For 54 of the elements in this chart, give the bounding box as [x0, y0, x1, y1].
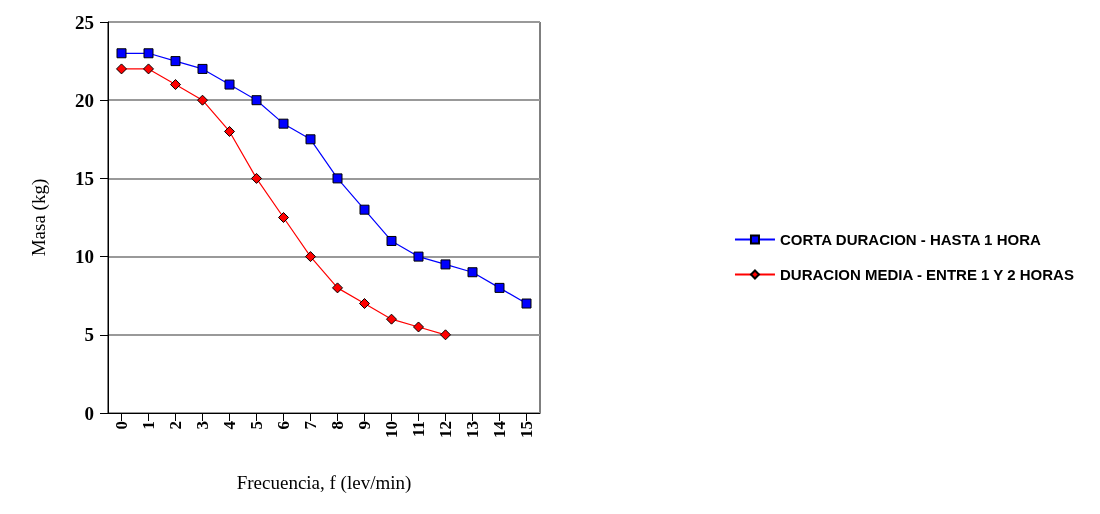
legend-label: CORTA DURACION - HASTA 1 HORA	[779, 231, 1041, 248]
point	[116, 48, 127, 59]
y-tick-label: 5	[84, 324, 94, 346]
point	[197, 94, 208, 106]
x-tick-label: 3	[193, 421, 212, 430]
x-tick-label: 1	[139, 421, 158, 430]
x-tick-label: 7	[301, 420, 320, 430]
point	[224, 125, 235, 137]
x-tick-label: 5	[247, 421, 266, 430]
legend-label: DURACION MEDIA - ENTRE 1 Y 2 HORAS	[779, 266, 1074, 283]
point	[440, 259, 451, 270]
x-tick-label: 2	[166, 421, 185, 430]
point	[143, 48, 154, 59]
y-tick-label: 15	[75, 167, 94, 189]
y-tick-label: 20	[75, 89, 94, 111]
point	[413, 321, 424, 333]
point	[359, 298, 370, 310]
point	[332, 173, 343, 184]
y-axis-title: Masa (kg)	[28, 178, 50, 257]
point	[467, 267, 478, 278]
point	[305, 251, 316, 263]
y-tick-label: 25	[75, 11, 94, 33]
point	[170, 79, 181, 91]
point	[278, 118, 289, 129]
point	[305, 134, 316, 145]
point	[386, 235, 397, 246]
x-tick-label: 8	[328, 421, 347, 430]
point	[332, 282, 343, 294]
point	[386, 313, 397, 325]
point	[494, 282, 505, 293]
point	[224, 79, 235, 90]
point	[251, 172, 262, 184]
x-tick-label: 14	[490, 420, 509, 438]
x-tick-label: 4	[220, 420, 239, 430]
point	[278, 212, 289, 223]
point	[143, 63, 154, 75]
point	[251, 95, 262, 106]
point	[413, 251, 424, 262]
point	[197, 63, 208, 74]
point	[170, 56, 181, 67]
x-axis-title: Frecuencia, f (lev/min)	[236, 472, 412, 494]
point	[521, 298, 532, 309]
x-tick-label: 15	[517, 421, 536, 438]
x-tick-label: 11	[409, 421, 428, 438]
x-tick-label: 10	[382, 421, 401, 438]
point	[440, 329, 451, 341]
y-tick-label: 10	[75, 246, 94, 268]
x-tick-label: 9	[355, 421, 374, 430]
x-tick-label: 0	[112, 421, 131, 430]
point	[359, 204, 370, 215]
x-tick-label: 13	[463, 421, 482, 438]
x-tick-label: 6	[274, 421, 293, 430]
point	[116, 63, 127, 75]
x-tick-label: 12	[436, 421, 455, 438]
